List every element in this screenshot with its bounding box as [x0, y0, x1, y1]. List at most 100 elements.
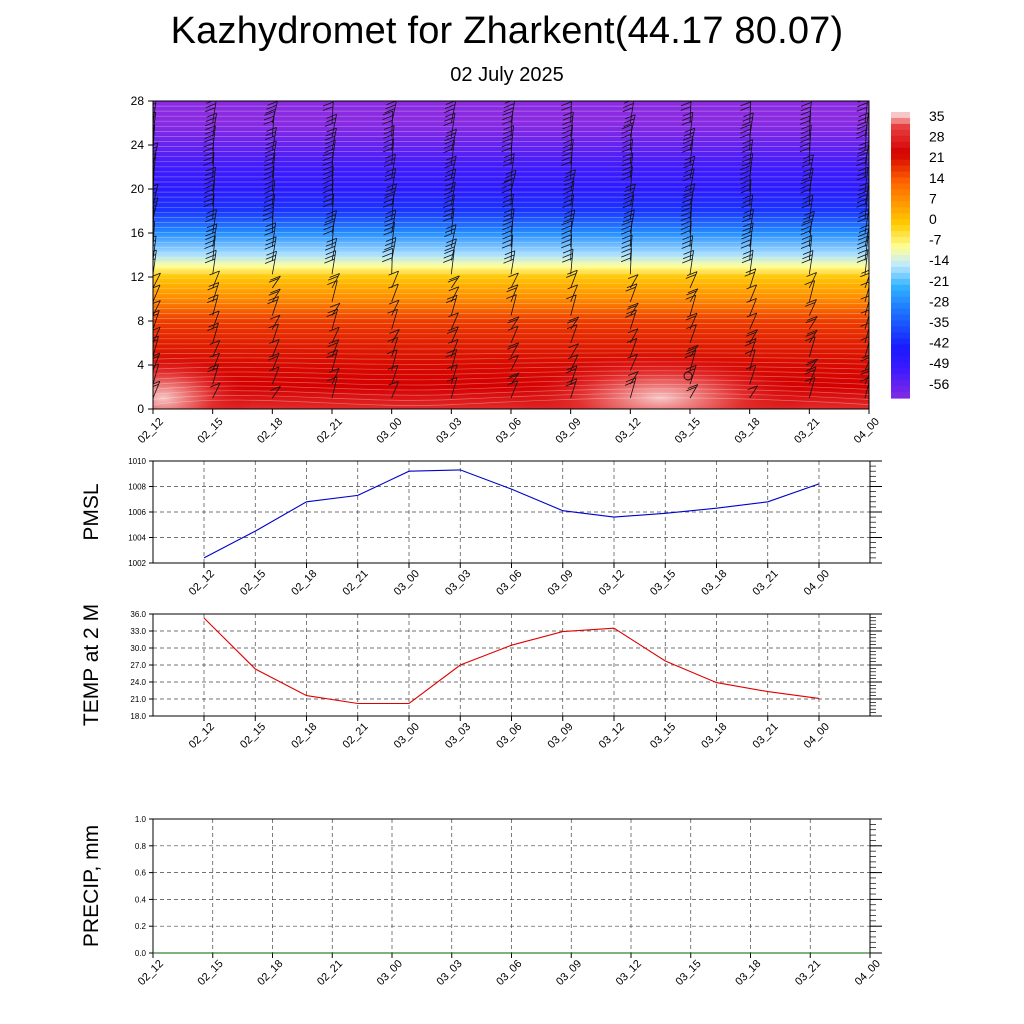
- wind-barb: [443, 168, 457, 192]
- wind-barb: [209, 310, 220, 330]
- colorbar-segment: [891, 117, 910, 125]
- wind-barb: [622, 209, 635, 234]
- x-tick-label: 02_21: [341, 568, 371, 598]
- wind-barb: [207, 364, 219, 385]
- wind-barb: [382, 110, 394, 137]
- y-tick-label: 8: [137, 314, 144, 328]
- x-tick-label: 03_09: [546, 568, 576, 598]
- x-tick-label: 03_06: [494, 568, 524, 598]
- wind-barb: [740, 234, 752, 261]
- wind-barb: [804, 377, 816, 399]
- y-tick-label: 0.6: [135, 869, 147, 878]
- y-tick-label: 24.0: [130, 678, 146, 687]
- wind-barb: [153, 124, 156, 151]
- x-tick-label: 03_15: [673, 416, 703, 446]
- wind-barb: [324, 113, 337, 137]
- wind-barb: [741, 139, 753, 165]
- x-tick-label: 03_00: [392, 568, 422, 598]
- wind-barb: [322, 101, 334, 124]
- wind-barb: [856, 152, 868, 179]
- x-tick-label: 03_12: [613, 416, 643, 446]
- colorbar-label: 28: [929, 129, 945, 145]
- wind-barb: [329, 302, 341, 316]
- y-tick-label: 16: [131, 226, 145, 240]
- wind-barb: [388, 283, 399, 302]
- wind-barb: [328, 273, 340, 289]
- colorbar-segment: [891, 374, 910, 381]
- x-tick-label: 03_12: [597, 568, 627, 598]
- y-tick-label: 18.0: [130, 712, 146, 721]
- wind-barb: [856, 193, 868, 220]
- colorbar-segment: [891, 243, 910, 250]
- wind-barb: [153, 206, 155, 234]
- temp-2m-chart: 18.0 21.0 24.0 27.0 30.0 33.0 36.0 02_12 02_15 02…: [80, 604, 882, 751]
- colorbar-label: -14: [929, 252, 949, 268]
- colorbar-label: -7: [929, 232, 942, 248]
- wind-barb: [446, 326, 459, 344]
- wind-barb: [567, 284, 578, 302]
- wind-barb: [209, 352, 220, 371]
- wind-barb: [383, 193, 395, 220]
- x-tick-label: 03_21: [792, 416, 822, 446]
- wind-barb: [443, 249, 455, 275]
- y-tick-label: 1.0: [135, 815, 147, 824]
- wind-barb: [506, 294, 517, 316]
- wind-barb: [682, 155, 696, 179]
- wind-barb: [801, 194, 814, 220]
- wind-barb: [805, 336, 816, 357]
- wind-barb: [209, 270, 220, 289]
- pmsl-frame: [152, 460, 871, 564]
- colorbar-label: 7: [929, 190, 937, 206]
- wind-barb: [805, 316, 818, 330]
- warm-spots: [153, 350, 811, 409]
- wind-barb: [443, 194, 455, 220]
- wind-barb: [444, 128, 457, 151]
- wind-barb: [204, 235, 216, 261]
- wind-barb: [322, 193, 334, 220]
- wind-barb: [857, 112, 869, 137]
- colorbar-segment: [891, 308, 910, 316]
- x-tick-label: 03_09: [554, 958, 584, 988]
- x-tick-label: 03_18: [732, 416, 762, 446]
- wind-barb: [805, 358, 818, 371]
- wind-barb: [153, 380, 161, 399]
- wind-barb: [383, 153, 396, 179]
- x-tick-label: 03_21: [751, 721, 781, 751]
- wind-barb: [627, 353, 638, 371]
- wind-barb: [204, 166, 216, 192]
- isotherm-line: [153, 388, 869, 396]
- wind-barb: [621, 138, 633, 165]
- wind-barb: [857, 182, 869, 206]
- colorbar-label: -42: [929, 335, 949, 351]
- wind-barb: [741, 153, 754, 179]
- wind-barb: [561, 101, 572, 124]
- colorbar-segment: [891, 296, 910, 304]
- x-tick-label: 03_03: [435, 958, 465, 988]
- wind-barb: [447, 275, 460, 289]
- wind-barb: [264, 127, 277, 151]
- y-tick-label: 1002: [128, 559, 146, 568]
- colorbar-segment: [891, 260, 910, 268]
- wind-barb: [203, 193, 215, 220]
- colorbar-label: -56: [929, 376, 949, 392]
- x-tick-label: 04_00: [852, 416, 882, 446]
- x-tick-label: 03_15: [648, 568, 678, 598]
- wind-barb: [800, 221, 812, 247]
- calm-wind-circle: [683, 371, 693, 381]
- wind-barb: [207, 322, 219, 344]
- pmsl-series-line: [203, 469, 820, 559]
- wind-barb: [205, 223, 218, 247]
- wind-barb: [153, 272, 161, 289]
- wind-barb: [153, 326, 161, 344]
- y-tick-label: 12: [131, 270, 145, 284]
- colorbar-segment: [891, 135, 910, 143]
- y-tick-label: 24: [131, 138, 145, 152]
- wind-barb: [444, 224, 457, 247]
- wind-barb: [800, 235, 813, 261]
- x-tick-label: 03_00: [375, 958, 405, 988]
- wind-barb: [860, 295, 869, 316]
- x-tick-label: 02_18: [289, 568, 319, 598]
- colorbar-segment: [891, 338, 910, 345]
- wind-barb: [566, 294, 577, 316]
- wind-barb: [203, 151, 215, 179]
